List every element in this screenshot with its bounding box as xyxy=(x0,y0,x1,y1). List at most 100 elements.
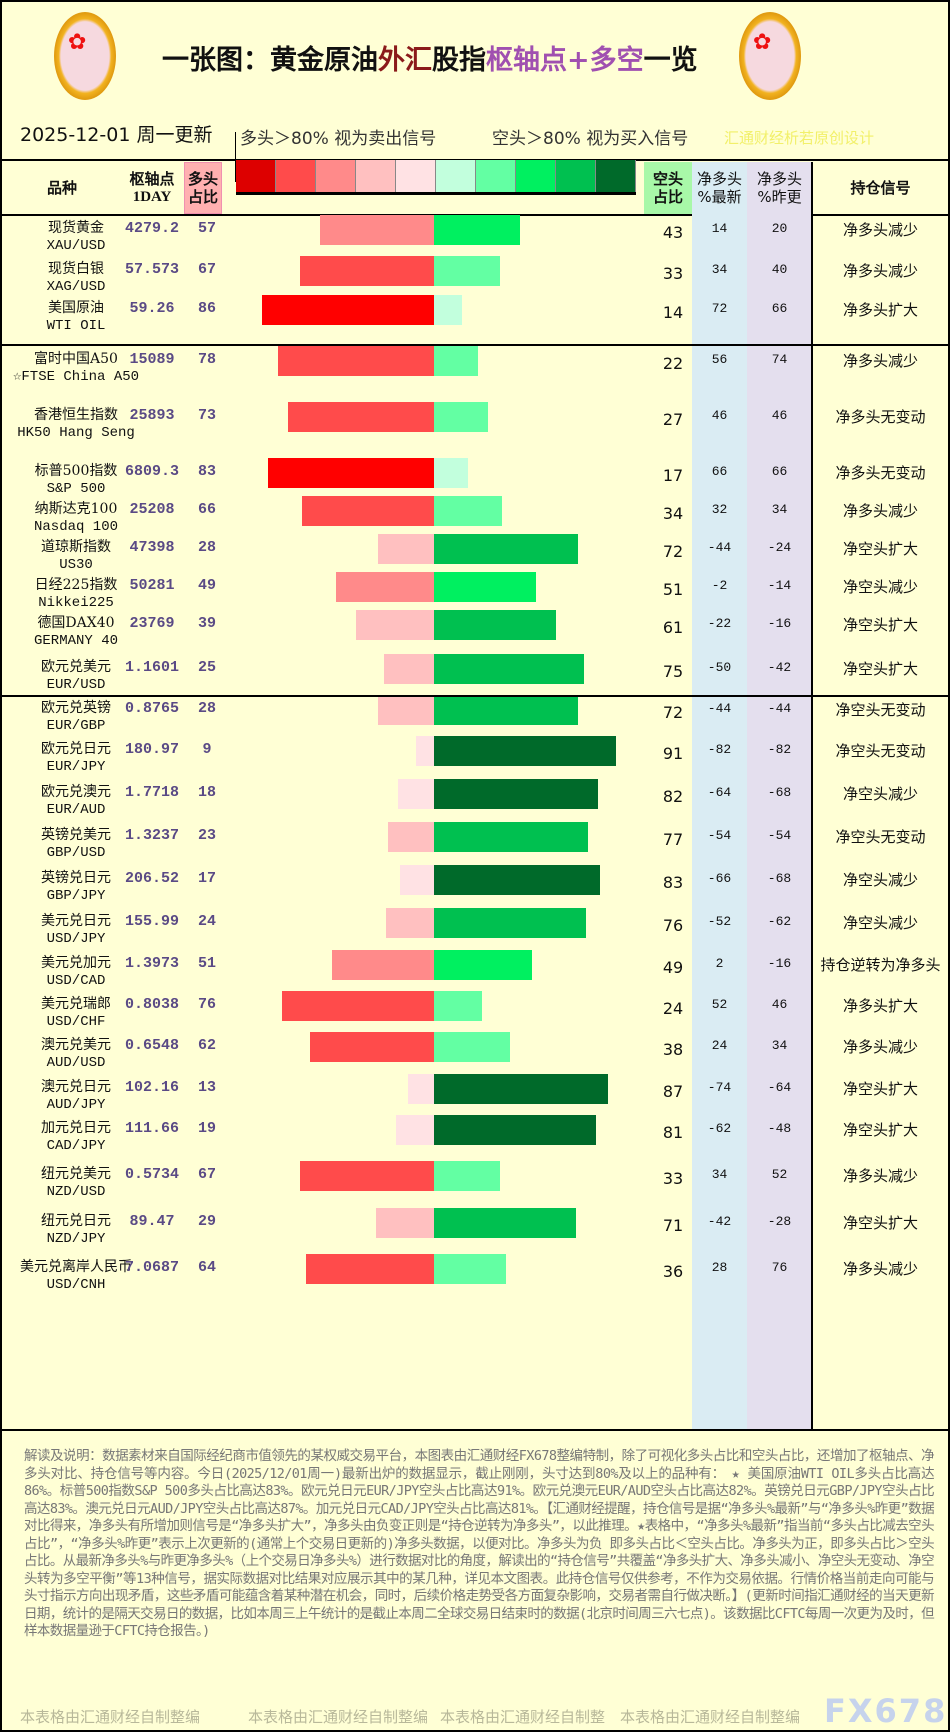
header-pivot: 枢轴点 1DAY xyxy=(129,170,175,205)
short-bar xyxy=(434,1032,510,1062)
pivot-value: 89.47 xyxy=(129,1213,175,1230)
long-bar xyxy=(416,736,434,766)
section-divider xyxy=(2,695,948,697)
short-percent: 33 xyxy=(662,264,684,283)
short-bar xyxy=(434,496,502,526)
instrument-name: 英镑兑美元 GBP/USD xyxy=(41,827,111,861)
logo-right: ✿ xyxy=(739,12,801,100)
long-percent: 67 xyxy=(197,261,216,278)
net-long-prev: -14 xyxy=(767,578,792,593)
net-prev-column xyxy=(747,214,812,1429)
short-bar xyxy=(434,402,488,432)
short-bar xyxy=(434,572,536,602)
short-percent: 87 xyxy=(662,1082,684,1101)
instrument-name: 纽元兑日元 NZD/JPY xyxy=(41,1213,111,1247)
pivot-value: 6809.3 xyxy=(124,463,179,480)
position-signal: 净多头减少 xyxy=(842,262,918,280)
net-long-prev: -68 xyxy=(767,871,792,886)
header-long: 多头 占比 xyxy=(184,162,222,214)
long-percent: 13 xyxy=(197,1079,216,1096)
long-bar xyxy=(398,779,434,809)
long-percent: 83 xyxy=(197,463,216,480)
net-long-latest: 72 xyxy=(711,301,728,316)
position-signal: 净多头扩大 xyxy=(842,997,918,1015)
short-percent: 77 xyxy=(662,830,684,849)
short-bar xyxy=(434,822,588,852)
long-bar xyxy=(306,1254,434,1284)
pivot-value: 0.5734 xyxy=(124,1166,179,1183)
long-bar xyxy=(288,402,434,432)
net-long-latest: 66 xyxy=(711,464,728,479)
long-bar xyxy=(386,908,434,938)
instrument-name: 现货白银 XAG/USD xyxy=(46,261,106,295)
position-signal: 净空头扩大 xyxy=(842,1080,918,1098)
instrument-name: 美元兑离岸人民币 USD/CNH xyxy=(20,1259,132,1293)
short-bar xyxy=(434,695,578,725)
long-bar xyxy=(356,610,434,640)
short-percent: 22 xyxy=(662,354,684,373)
long-bar xyxy=(262,295,434,325)
header-short: 空头 占比 xyxy=(644,162,692,214)
short-percent: 61 xyxy=(662,618,684,637)
long-percent: 62 xyxy=(197,1037,216,1054)
footer-credit: 本表格由汇通财经自制整编 xyxy=(620,1708,801,1726)
long-percent: 28 xyxy=(197,700,216,717)
long-bar xyxy=(388,822,434,852)
position-signal: 净多头减少 xyxy=(842,1260,918,1278)
net-long-latest: -44 xyxy=(707,540,732,555)
position-signal: 净空头无变动 xyxy=(835,701,926,719)
pivot-value: 7.0687 xyxy=(124,1259,179,1276)
color-swatch xyxy=(236,160,276,192)
short-percent: 43 xyxy=(662,223,684,242)
position-signal: 净多头减少 xyxy=(842,352,918,370)
net-long-prev: 66 xyxy=(771,464,788,479)
long-bar xyxy=(378,695,434,725)
short-percent: 33 xyxy=(662,1169,684,1188)
instrument-name: 澳元兑美元 AUD/USD xyxy=(41,1037,111,1071)
short-bar xyxy=(434,256,500,286)
short-bar xyxy=(434,950,532,980)
pivot-value: 1.7718 xyxy=(124,784,179,801)
pivot-value: 206.52 xyxy=(124,870,179,887)
pivot-value: 47398 xyxy=(129,539,175,556)
pivot-value: 1.3237 xyxy=(124,827,179,844)
instrument-name: 现货黄金 XAU/USD xyxy=(46,220,106,254)
long-bar xyxy=(408,1074,434,1104)
net-long-latest: 56 xyxy=(711,352,728,367)
net-long-prev: -16 xyxy=(767,956,792,971)
divider xyxy=(235,132,236,182)
net-long-prev: -82 xyxy=(767,742,792,757)
pivot-value: 102.16 xyxy=(124,1079,179,1096)
long-bar xyxy=(268,458,434,488)
long-bar xyxy=(396,1115,434,1145)
long-percent: 25 xyxy=(197,659,216,676)
pivot-value: 15089 xyxy=(129,351,175,368)
net-long-prev: 34 xyxy=(771,502,788,517)
short-bar xyxy=(434,1254,506,1284)
long-percent: 9 xyxy=(202,741,212,758)
design-credit: 汇通财经析若原创设计 xyxy=(724,129,875,147)
net-long-prev: -44 xyxy=(767,701,792,716)
position-signal: 净多头减少 xyxy=(842,1167,918,1185)
long-percent: 57 xyxy=(197,220,216,237)
long-bar xyxy=(302,496,434,526)
net-long-prev: 20 xyxy=(771,221,788,236)
title-bar: ✿ 一张图：黄金原油外汇股指枢轴点+多空一览 ✿ xyxy=(2,2,948,112)
short-bar xyxy=(434,736,616,766)
short-bar xyxy=(434,908,586,938)
short-percent: 36 xyxy=(662,1262,684,1281)
short-bar xyxy=(434,1208,576,1238)
position-signal: 净空头减少 xyxy=(842,785,918,803)
color-swatch xyxy=(556,160,596,192)
color-swatch xyxy=(436,160,476,192)
color-swatch xyxy=(276,160,316,192)
position-signal: 净空头无变动 xyxy=(835,742,926,760)
color-swatch xyxy=(396,160,436,192)
net-long-prev: -28 xyxy=(767,1214,792,1229)
header-net-latest: 净多头 %最新 xyxy=(692,162,747,214)
pivot-value: 180.97 xyxy=(124,741,179,758)
long-percent: 39 xyxy=(197,615,216,632)
long-percent: 64 xyxy=(197,1259,216,1276)
short-percent: 17 xyxy=(662,466,684,485)
